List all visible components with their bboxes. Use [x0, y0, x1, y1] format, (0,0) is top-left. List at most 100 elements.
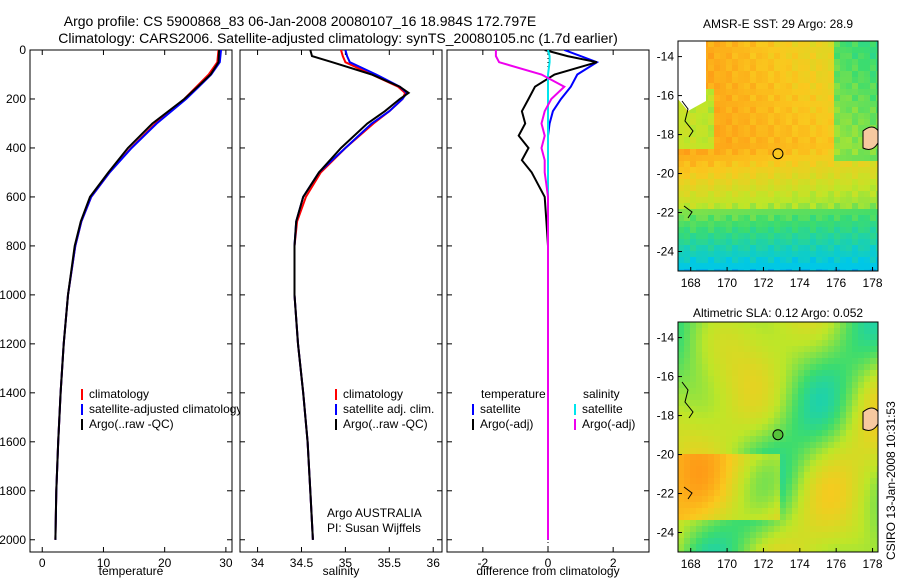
map-cell	[708, 161, 714, 167]
map-cell	[690, 167, 696, 173]
map-cell	[762, 95, 768, 101]
map-cell	[822, 484, 828, 490]
map-cell	[852, 436, 858, 442]
map-cell	[876, 340, 878, 346]
map-cell	[780, 233, 786, 239]
map-cell	[822, 478, 828, 484]
map-cell	[768, 346, 774, 352]
map-cell	[696, 460, 702, 466]
map-cell	[768, 197, 774, 203]
map-cell	[840, 538, 846, 544]
map-cell	[714, 358, 720, 364]
map-cell	[792, 227, 798, 233]
map-cell	[708, 352, 714, 358]
map-cell	[822, 436, 828, 442]
map-cell	[834, 430, 840, 436]
map-cell	[804, 364, 810, 370]
map-cell	[876, 478, 878, 484]
map-cell	[732, 65, 738, 71]
map-cell	[870, 113, 876, 119]
map-cell	[804, 197, 810, 203]
map-cell	[744, 203, 750, 209]
map-cell	[846, 257, 852, 263]
map-cell	[804, 550, 810, 552]
map-cell	[822, 352, 828, 358]
map-cell	[858, 233, 864, 239]
map-cell	[852, 197, 858, 203]
map-cell	[864, 496, 870, 502]
map-cell	[690, 520, 696, 526]
map-cell	[690, 197, 696, 203]
map-cell	[816, 113, 822, 119]
map-cell	[708, 388, 714, 394]
map-cell	[750, 245, 756, 251]
map-cell	[858, 185, 864, 191]
map-cell	[768, 472, 774, 478]
map-cell	[828, 149, 834, 155]
map-cell	[744, 388, 750, 394]
map-cell	[726, 83, 732, 89]
map-cell	[744, 209, 750, 215]
map-cell	[786, 334, 792, 340]
map-cell	[744, 502, 750, 508]
map-cell	[720, 107, 726, 113]
map-cell	[750, 370, 756, 376]
map-cell	[678, 239, 684, 245]
map-cell	[870, 197, 876, 203]
map-cell	[804, 406, 810, 412]
map-cell	[852, 185, 858, 191]
map-cell	[786, 400, 792, 406]
map-cell	[864, 550, 870, 552]
map-cell	[864, 520, 870, 526]
map-cell	[828, 328, 834, 334]
map-cell	[852, 167, 858, 173]
legend-entry: climatology	[89, 387, 149, 401]
map-cell	[744, 197, 750, 203]
map-cell	[762, 496, 768, 502]
map-cell	[816, 89, 822, 95]
map-cell	[816, 83, 822, 89]
map-cell	[726, 376, 732, 382]
map-cell	[762, 352, 768, 358]
map-cell	[774, 77, 780, 83]
map-cell	[804, 430, 810, 436]
map-cell	[870, 173, 876, 179]
map-cell	[786, 125, 792, 131]
map-cell	[816, 125, 822, 131]
map-cell	[684, 532, 690, 538]
map-cell	[678, 478, 684, 484]
map-cell	[744, 508, 750, 514]
map-cell	[786, 376, 792, 382]
map-cell	[690, 502, 696, 508]
map-cell	[732, 448, 738, 454]
map-cell	[876, 269, 878, 271]
map-cell	[870, 95, 876, 101]
map-cell	[834, 502, 840, 508]
map-cell	[822, 358, 828, 364]
map-cell	[858, 41, 864, 47]
map-cell	[720, 131, 726, 137]
map-cell	[732, 538, 738, 544]
map-cell	[702, 155, 708, 161]
map-cell	[708, 53, 714, 59]
map-cell	[858, 394, 864, 400]
map-cell	[816, 173, 822, 179]
map-cell	[810, 263, 816, 269]
map-cell	[786, 484, 792, 490]
map-cell	[732, 173, 738, 179]
map-cell	[738, 161, 744, 167]
map-cell	[780, 346, 786, 352]
map-cell	[828, 514, 834, 520]
map-cell	[810, 430, 816, 436]
map-cell	[780, 520, 786, 526]
map-cell	[714, 550, 720, 552]
map-cell	[798, 484, 804, 490]
map-cell	[864, 203, 870, 209]
series-line	[293, 50, 411, 540]
map-cell	[714, 538, 720, 544]
map-cell	[792, 239, 798, 245]
map-cell	[726, 394, 732, 400]
map-cell	[726, 143, 732, 149]
map-cell	[750, 125, 756, 131]
map-cell	[822, 191, 828, 197]
